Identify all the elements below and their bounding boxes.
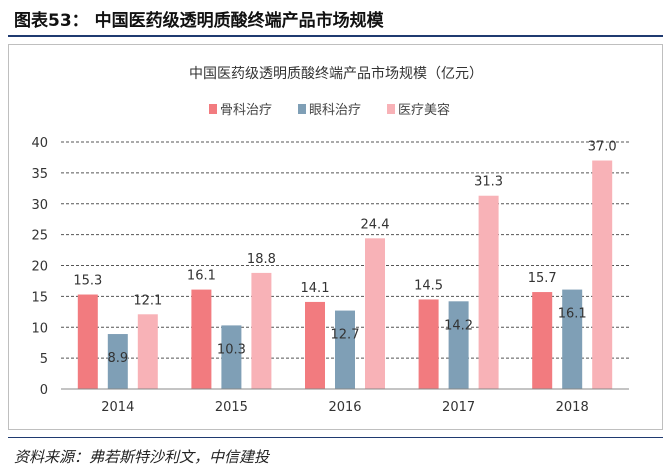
- data-label: 37.0: [588, 140, 617, 155]
- figure-title: 图表53： 中国医药级透明质酸终端产品市场规模: [14, 11, 384, 31]
- y-axis: 0 5 10 15 20 25 30 35 40: [31, 136, 48, 398]
- y-tick-label: 10: [31, 321, 48, 336]
- source-note: 资料来源：弗若斯特沙利文，中信建投: [14, 448, 270, 466]
- bar-chart: 中国医药级透明质酸终端产品市场规模（亿元） 骨科治疗 眼科治疗 医疗美容 0 5 10 1…: [31, 65, 629, 415]
- x-tick-label: 2015: [215, 400, 248, 415]
- data-label: 16.1: [187, 269, 216, 284]
- x-tick-label: 2018: [556, 400, 589, 415]
- header-rule: [8, 35, 663, 37]
- y-tick-label: 40: [31, 136, 48, 151]
- bar-2016-series-1: [305, 301, 325, 389]
- data-label: 16.1: [558, 307, 587, 322]
- x-axis: 2014 2015 2016 2017 2018: [61, 388, 629, 415]
- y-tick-label: 35: [31, 167, 48, 182]
- bar-2015-series-1: [191, 289, 212, 389]
- y-tick-label: 25: [31, 229, 48, 244]
- legend-swatch-2: [298, 104, 306, 114]
- data-label: 15.3: [73, 274, 102, 289]
- data-label: 14.2: [444, 318, 473, 333]
- data-label: 15.7: [528, 271, 557, 286]
- bar-2016-series-2: [335, 310, 355, 389]
- bar-2018-series-3: [592, 160, 613, 389]
- data-labels: 15.3 8.9 12.1 16.1 10.3 18.8 14.1 12.7 24.4 14.5 1…: [73, 140, 616, 367]
- bar-2017-series-1: [418, 299, 439, 389]
- data-label: 12.7: [331, 328, 360, 343]
- y-tick-label: 30: [31, 198, 48, 213]
- footer-rule: [8, 437, 663, 438]
- data-label: 10.3: [217, 342, 246, 357]
- data-label: 18.8: [247, 252, 276, 267]
- bar-2018-series-2: [562, 289, 583, 389]
- y-tick-label: 15: [31, 290, 48, 305]
- legend-label-2: 眼科治疗: [309, 103, 361, 118]
- bar-2017-series-3: [478, 195, 499, 389]
- y-tick-label: 0: [40, 383, 48, 398]
- data-label: 12.1: [133, 293, 162, 308]
- bar-2017-series-2: [448, 301, 469, 389]
- bar-2015-series-2: [221, 325, 242, 389]
- bar-2018-series-1: [532, 292, 553, 389]
- legend-label-3: 医疗美容: [398, 102, 450, 118]
- figure-header: 图表53： 中国医药级透明质酸终端产品市场规模: [0, 0, 667, 38]
- legend: 骨科治疗 眼科治疗 医疗美容: [209, 102, 450, 118]
- data-label: 24.4: [361, 217, 390, 232]
- bar-2014-series-2: [107, 334, 128, 389]
- x-tick-label: 2017: [442, 400, 475, 415]
- data-label: 14.5: [414, 278, 443, 293]
- data-label: 31.3: [474, 175, 503, 190]
- chart-frame: 中国医药级透明质酸终端产品市场规模（亿元） 骨科治疗 眼科治疗 医疗美容 0 5 10 1…: [8, 44, 663, 430]
- bar-2014-series-3: [137, 314, 158, 389]
- x-tick-label: 2014: [101, 400, 134, 415]
- legend-swatch-1: [209, 104, 217, 114]
- legend-swatch-3: [387, 104, 395, 114]
- bar-2014-series-1: [77, 294, 98, 389]
- y-tick-label: 5: [40, 352, 48, 367]
- x-tick-label: 2016: [328, 400, 361, 415]
- bar-2015-series-3: [251, 272, 272, 389]
- bars: [77, 160, 613, 389]
- bar-2016-series-3: [365, 238, 385, 389]
- y-tick-label: 20: [31, 260, 48, 275]
- data-label: 8.9: [107, 351, 128, 366]
- legend-label-1: 骨科治疗: [220, 103, 272, 118]
- data-label: 14.1: [301, 281, 330, 296]
- chart-title: 中国医药级透明质酸终端产品市场规模（亿元）: [189, 65, 483, 82]
